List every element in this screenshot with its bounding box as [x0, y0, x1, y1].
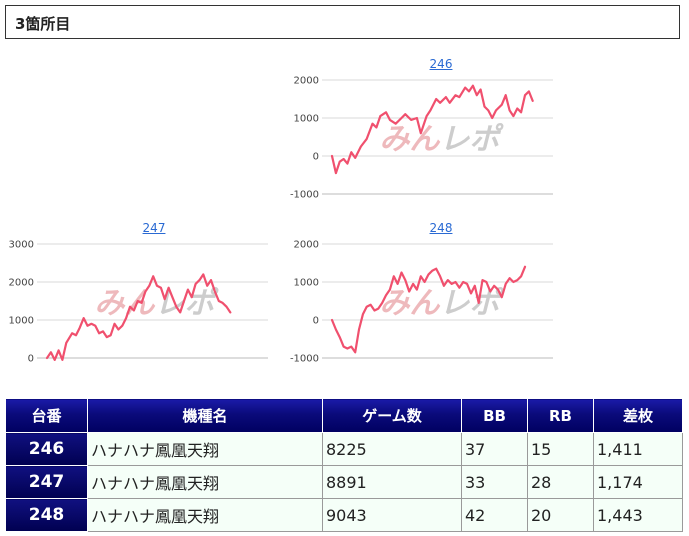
- cell-bb: 33: [461, 465, 528, 499]
- y-tick-label: 2000: [294, 240, 319, 251]
- cell-game-count: 8891: [322, 465, 462, 499]
- cell-machine-name: ハナハナ鳳凰天翔: [87, 465, 323, 499]
- y-tick-label: 2000: [9, 278, 34, 289]
- cell-machine-name: ハナハナ鳳凰天翔: [87, 432, 323, 466]
- table-row: 247 ハナハナ鳳凰天翔 8891 33 28 1,174: [5, 465, 683, 499]
- section-header: 3箇所目: [5, 5, 680, 39]
- cell-rb: 20: [527, 498, 594, 532]
- cell-bb: 37: [461, 432, 528, 466]
- cell-unit-number: 248: [5, 498, 88, 532]
- series-line: [330, 84, 534, 175]
- y-tick-label: 0: [28, 354, 34, 365]
- cell-rb: 15: [527, 432, 594, 466]
- watermark-logo: レポ: [440, 286, 505, 321]
- y-tick-label: 1000: [294, 278, 319, 289]
- series-line: [45, 273, 232, 361]
- y-tick-label: -1000: [290, 354, 319, 365]
- watermark-logo: みん: [95, 286, 156, 321]
- header-unit-number: 台番: [5, 398, 88, 433]
- watermark-logo: みん: [380, 286, 441, 321]
- y-tick-label: 1000: [294, 114, 319, 125]
- header-difference: 差枚: [593, 398, 683, 433]
- header-game-count: ゲーム数: [322, 398, 462, 433]
- cell-game-count: 8225: [322, 432, 462, 466]
- y-tick-label: 0: [313, 316, 319, 327]
- y-tick-label: 0: [313, 152, 319, 163]
- cell-machine-name: ハナハナ鳳凰天翔: [87, 498, 323, 532]
- chart-title-link-248[interactable]: 248: [429, 221, 453, 235]
- section-title: 3箇所目: [15, 15, 71, 33]
- cell-bb: 42: [461, 498, 528, 532]
- cell-unit-number: 246: [5, 432, 88, 466]
- y-tick-label: 2000: [294, 76, 319, 87]
- series-line: [330, 265, 527, 354]
- watermark-logo: レポ: [155, 286, 220, 321]
- y-tick-label: 3000: [9, 240, 34, 251]
- cell-game-count: 9043: [322, 498, 462, 532]
- table-header-row: 台番 機種名 ゲーム数 BB RB 差枚: [5, 398, 683, 433]
- cell-difference: 1,174: [593, 465, 683, 499]
- cell-rb: 28: [527, 465, 594, 499]
- header-rb: RB: [527, 398, 594, 433]
- table-row: 246 ハナハナ鳳凰天翔 8225 37 15 1,411: [5, 432, 683, 466]
- header-machine-name: 機種名: [87, 398, 323, 433]
- watermark-logo: レポ: [440, 122, 505, 157]
- y-tick-label: -1000: [290, 190, 319, 201]
- cell-difference: 1,411: [593, 432, 683, 466]
- header-bb: BB: [461, 398, 528, 433]
- machine-table: 台番 機種名 ゲーム数 BB RB 差枚 246 ハナハナ鳳凰天翔 8225 3…: [5, 398, 683, 532]
- watermark-logo: みん: [380, 122, 441, 157]
- table-row: 248 ハナハナ鳳凰天翔 9043 42 20 1,443: [5, 498, 683, 532]
- y-tick-label: 1000: [9, 316, 34, 327]
- chart-title-link-247[interactable]: 247: [142, 221, 166, 235]
- chart-title-link-246[interactable]: 246: [429, 57, 453, 71]
- cell-unit-number: 247: [5, 465, 88, 499]
- cell-difference: 1,443: [593, 498, 683, 532]
